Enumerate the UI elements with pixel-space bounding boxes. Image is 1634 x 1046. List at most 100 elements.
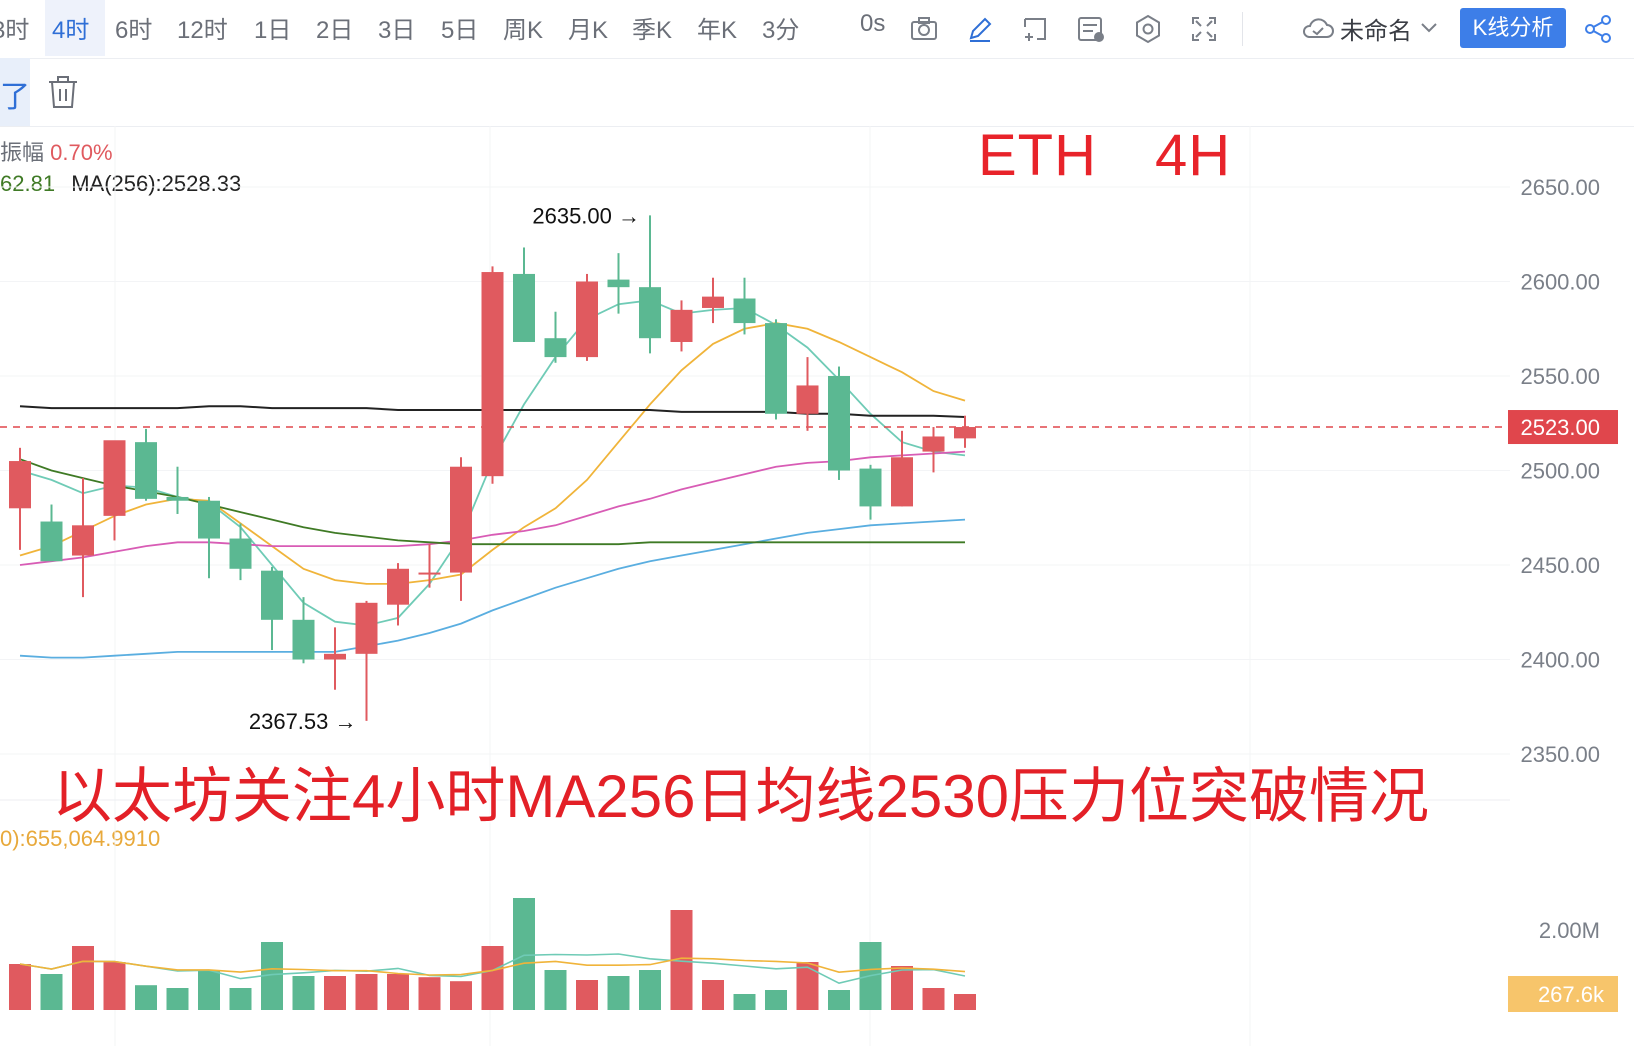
volume-bar-4: [135, 985, 157, 1010]
annotations: 2635.00 → 2367.53 →: [249, 203, 640, 734]
indicator-icon[interactable]: [1075, 13, 1107, 45]
amplitude-label: 振幅: [0, 140, 45, 165]
tab-timeframe-3[interactable]: 12时: [177, 17, 228, 44]
candle-body-15: [481, 272, 504, 477]
volume-bar-20: [639, 970, 661, 1010]
layout-name[interactable]: 未命名: [1340, 18, 1412, 45]
camera-icon[interactable]: [908, 13, 940, 45]
volume-bar-3: [103, 962, 126, 1010]
tab-timeframe-1[interactable]: 4时: [52, 17, 90, 44]
volume-bar-1: [40, 974, 63, 1010]
fullscreen-icon[interactable]: [1188, 13, 1220, 45]
tab-timeframe-2[interactable]: 6时: [115, 17, 153, 44]
volume-axis: 2.00M 267.6k: [1508, 918, 1618, 1012]
volume-bar-10: [324, 976, 346, 1010]
volume-bar-29: [922, 988, 945, 1010]
volume-bar-17: [544, 970, 567, 1010]
candle-body-17: [544, 338, 567, 358]
tab-fragment[interactable]: 了: [0, 58, 30, 126]
tab-timeframe-11[interactable]: 年K: [697, 17, 738, 44]
volume-bar-12: [387, 974, 409, 1010]
tab-timeframe-4[interactable]: 1日: [254, 17, 292, 44]
current-volume-tag: [1508, 976, 1618, 1012]
volume-bar-22: [702, 980, 724, 1010]
amplitude-value: 0.70%: [50, 140, 113, 165]
volume-bar-24: [765, 990, 787, 1010]
tab-timeframe-12[interactable]: 3分: [762, 17, 800, 44]
volume-bar-9: [292, 976, 315, 1010]
settings-icon[interactable]: [1132, 13, 1164, 45]
ma-info: 62.81 MA(256):2528.33: [0, 171, 241, 197]
high-annotation: 2635.00 →: [532, 203, 640, 228]
candle-body-29: [922, 436, 945, 452]
volume-bar-6: [198, 970, 220, 1010]
grid-lines: [0, 126, 1510, 1046]
volume-bar-8: [261, 942, 283, 1010]
volume-bar-14: [450, 981, 472, 1010]
candle-body-16: [513, 273, 535, 342]
volume-bar-11: [355, 974, 378, 1010]
volume-ma-info: 0):655,064.9910: [0, 826, 161, 851]
candle-body-27: [859, 468, 882, 507]
price-tick-4: 2450.00: [1520, 553, 1600, 578]
tab-timeframe-8[interactable]: 周K: [503, 17, 544, 44]
candle-body-1: [40, 521, 63, 562]
price-tick-0: 2650.00: [1520, 175, 1600, 200]
candle-body-8: [261, 570, 283, 620]
ma256-value: MA(256):2528.33: [71, 171, 242, 196]
k-analysis-button[interactable]: K线分析: [1460, 8, 1566, 48]
volume-bar-21: [670, 910, 693, 1010]
candles: [9, 215, 976, 721]
candle-body-2: [72, 525, 94, 556]
volume-bar-26: [828, 990, 850, 1010]
volume-bar-15: [481, 946, 504, 1010]
candle-body-7: [229, 538, 252, 569]
volume-bar-5: [166, 988, 189, 1010]
ma-prev-value: 62.81: [0, 171, 56, 196]
top-toolbar: [0, 0, 1634, 59]
current-price-label: 2523.00: [1520, 415, 1600, 440]
tab-timeframe-0[interactable]: 3时: [0, 17, 30, 44]
candle-body-12: [387, 568, 409, 605]
candle-body-30: [954, 427, 976, 439]
headline: ETH 4H: [978, 122, 1231, 189]
candle-body-18: [576, 281, 598, 358]
cloud-icon[interactable]: [1300, 13, 1336, 45]
drawing-toolbar: [0, 58, 1634, 127]
candle-body-25: [796, 385, 819, 414]
volume-bar-30: [954, 994, 976, 1010]
candle-body-0: [9, 461, 31, 509]
volume-bar-25: [796, 962, 819, 1010]
tab-timeframe-7[interactable]: 5日: [441, 17, 479, 44]
volume-bar-13: [418, 977, 441, 1010]
volume-bar-0: [9, 964, 31, 1010]
headline-interval: 4H: [1155, 123, 1232, 188]
trash-icon[interactable]: [46, 74, 80, 110]
share-icon[interactable]: [1582, 13, 1614, 45]
candle-body-13: [418, 572, 441, 575]
candle-body-4: [135, 442, 157, 499]
candle-body-21: [670, 309, 693, 342]
volume-bar-19: [607, 976, 630, 1010]
candle-body-28: [891, 457, 913, 507]
ma-line-2: [19, 450, 966, 566]
chevron-down-icon[interactable]: [1418, 16, 1440, 38]
headline-symbol: ETH: [978, 123, 1097, 188]
candle-body-24: [765, 323, 787, 414]
amplitude-info: 振幅 0.70%: [0, 135, 113, 167]
tab-timeframe-9[interactable]: 月K: [568, 17, 609, 44]
tab-timeframe-10[interactable]: 季K: [632, 17, 673, 44]
price-tick-5: 2400.00: [1520, 648, 1600, 673]
pencil-icon[interactable]: [964, 13, 996, 45]
add-layout-icon[interactable]: [1019, 13, 1051, 45]
tab-timeframe-5[interactable]: 2日: [316, 17, 354, 44]
current-volume-label: 267.6k: [1538, 982, 1605, 1007]
tab-timeframe-6[interactable]: 3日: [378, 17, 416, 44]
moving-average-lines: [0, 299, 1510, 659]
candle-body-19: [607, 279, 630, 288]
toolbar-divider: [1242, 12, 1243, 46]
price-tick-2: 2550.00: [1520, 364, 1600, 389]
candle-body-5: [166, 496, 189, 501]
volume-tick: 2.00M: [1539, 918, 1600, 943]
